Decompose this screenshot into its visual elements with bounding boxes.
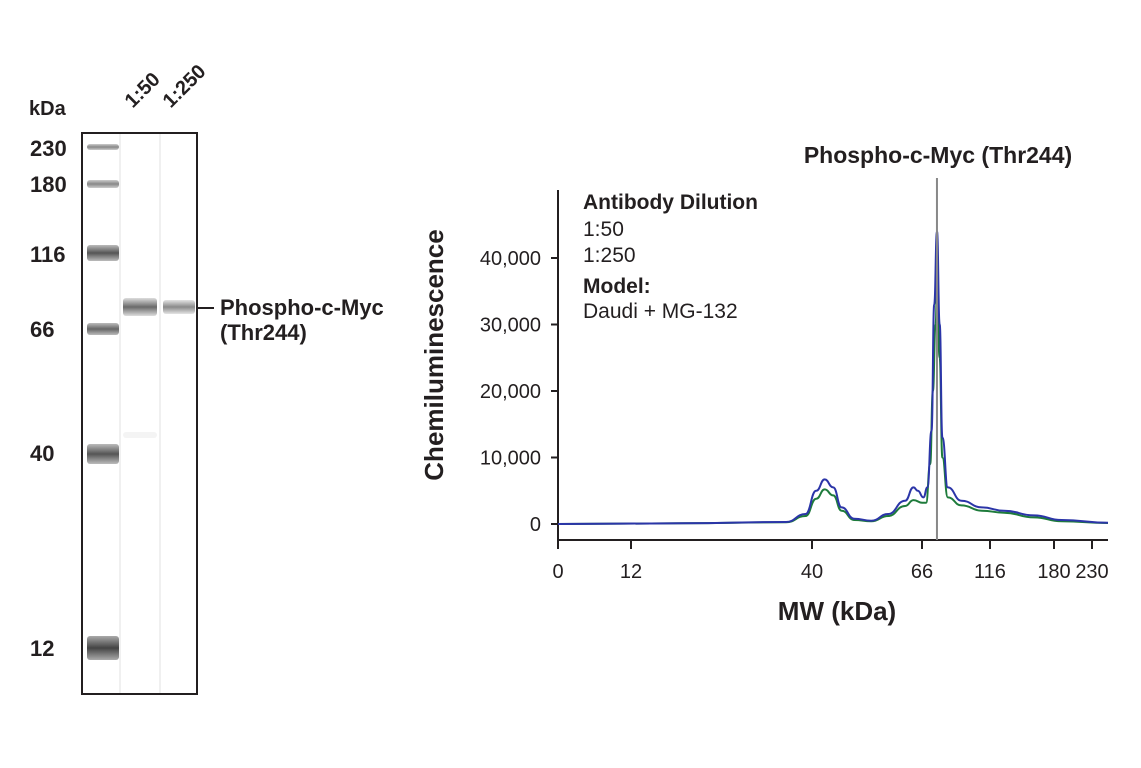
lane-divider <box>119 134 121 693</box>
legend-model-value: Daudi + MG-132 <box>583 300 738 323</box>
ladder-band-66 <box>87 323 119 335</box>
ladder-band-12 <box>87 636 119 660</box>
band-label: Phospho-c-Myc (Thr244) <box>220 295 384 345</box>
y-tick-label: 30,000 <box>480 315 541 337</box>
ladder-label-12: 12 <box>30 636 55 661</box>
kda-axis-title: kDa <box>29 98 66 120</box>
series-line-1-50 <box>557 230 1109 525</box>
y-tick-label: 40,000 <box>480 248 541 270</box>
band-pointer <box>196 307 214 309</box>
ladder-band-230 <box>87 144 119 150</box>
lane-divider <box>159 134 161 693</box>
ladder-label-40: 40 <box>30 441 55 466</box>
series-lines <box>557 230 1109 525</box>
legend: Antibody Dilution 1:50 1:250 Model: Daud… <box>583 191 758 323</box>
ladder-label-230: 230 <box>30 136 67 161</box>
x-tick-label: 116 <box>974 561 1006 583</box>
legend-model-heading: Model: <box>583 275 651 298</box>
ladder-label-180: 180 <box>30 172 67 197</box>
y-tick-label: 20,000 <box>480 381 541 403</box>
x-tick-label: 230 <box>1075 561 1108 583</box>
legend-entry-1-250: 1:250 <box>583 244 636 267</box>
sample-band-1-250 <box>163 300 195 314</box>
x-tick-label: 40 <box>801 561 823 583</box>
legend-heading: Antibody Dilution <box>583 191 758 214</box>
x-ticks: 0 12 40 66 116 180 230 <box>552 540 1109 583</box>
ladder-label-116: 116 <box>30 242 66 267</box>
series-line-1-250 <box>557 290 1109 525</box>
x-tick-label: 66 <box>911 561 933 583</box>
ladder-band-116 <box>87 245 119 261</box>
y-ticks: 0 10,000 20,000 30,000 40,000 <box>480 248 558 536</box>
sample-band-1-50 <box>123 298 157 316</box>
blot-image <box>81 132 198 695</box>
x-tick-label: 180 <box>1037 561 1070 583</box>
chart-axes <box>557 190 1108 541</box>
band-label-line1: Phospho-c-Myc <box>220 295 384 320</box>
y-axis-label: Chemiluminescence <box>419 229 449 480</box>
ladder-label-66: 66 <box>30 317 55 342</box>
x-axis-label: MW (kDa) <box>778 596 896 626</box>
x-tick-label: 0 <box>552 561 563 583</box>
faint-band <box>123 432 157 438</box>
chart-title: Phospho-c-Myc (Thr244) <box>804 142 1072 168</box>
x-tick-label: 12 <box>620 561 642 583</box>
legend-entry-1-50: 1:50 <box>583 218 624 241</box>
ladder-band-40 <box>87 444 119 464</box>
band-label-line2: (Thr244) <box>220 320 307 345</box>
y-tick-label: 10,000 <box>480 448 541 470</box>
y-tick-label: 0 <box>530 514 541 536</box>
ladder-band-180 <box>87 180 119 188</box>
